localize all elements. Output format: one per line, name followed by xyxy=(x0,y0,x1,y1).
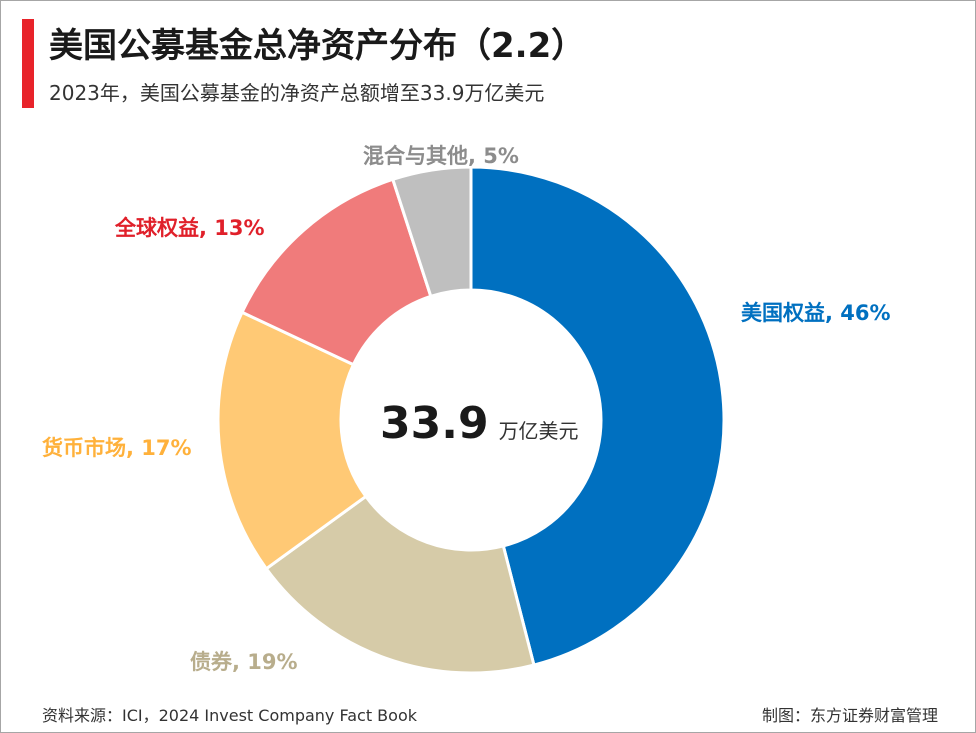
credit-note: 制图：东方证券财富管理 xyxy=(761,706,938,725)
chart-subtitle: 2023年，美国公募基金的净资产总额增至33.9万亿美元 xyxy=(49,81,545,105)
center-value: 33.9 xyxy=(380,398,489,449)
donut-slice-money-market xyxy=(216,310,368,571)
slice-label-money-market: 货币市场, 17% xyxy=(42,436,192,460)
slice-label-hybrid-other: 混合与其他, 5% xyxy=(363,144,519,168)
title-accent-bar xyxy=(22,19,34,108)
slice-label-global-equity: 全球权益, 13% xyxy=(115,216,265,240)
donut-center-total: 33.9 万亿美元 xyxy=(380,398,579,449)
donut-slice-hybrid-other xyxy=(390,165,473,299)
chart-title: 美国公募基金总净资产分布（2.2） xyxy=(49,26,586,66)
donut-slice-bonds xyxy=(264,494,536,675)
center-unit: 万亿美元 xyxy=(498,419,579,443)
source-note: 资料来源：ICI，2024 Invest Company Fact Book xyxy=(42,706,418,725)
slice-label-bonds: 债券, 19% xyxy=(190,650,298,674)
donut-slice-us-equity xyxy=(469,165,726,667)
slice-label-us-equity: 美国权益, 46% xyxy=(741,301,891,325)
